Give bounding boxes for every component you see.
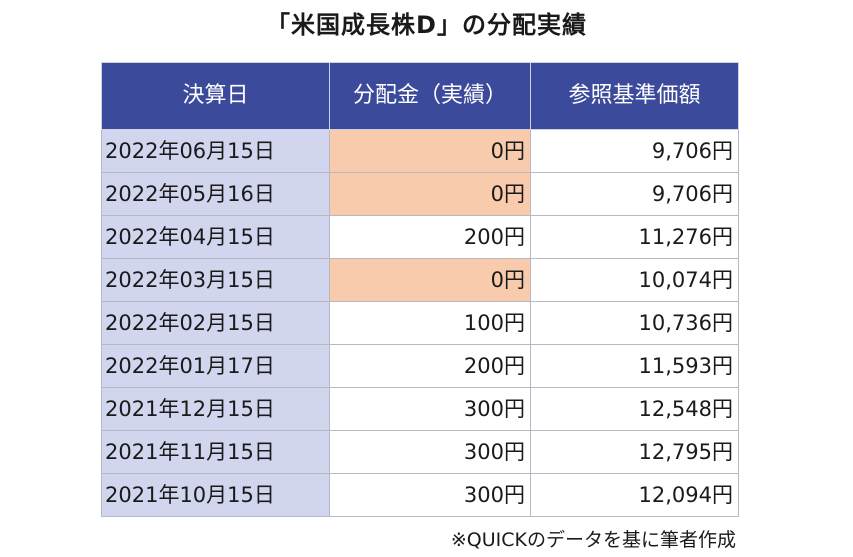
- reference-nav-cell: 12,795円: [530, 430, 739, 474]
- settlement-date-cell: 2022年03月15日: [101, 258, 330, 302]
- table-row: 2022年02月15日 100円 10,736円: [101, 301, 739, 345]
- reference-nav-cell: 12,094円: [530, 473, 739, 517]
- table-row: 2021年10月15日 300円 12,094円: [101, 473, 739, 517]
- reference-nav-cell: 11,593円: [530, 344, 739, 388]
- header-settlement-date: 決算日: [101, 62, 330, 130]
- settlement-date-cell: 2021年10月15日: [101, 473, 330, 517]
- settlement-date-cell: 2021年12月15日: [101, 387, 330, 431]
- settlement-date-cell: 2022年06月15日: [101, 129, 330, 173]
- distribution-cell: 0円: [329, 258, 531, 302]
- table-header-row: 決算日 分配金（実績） 参照基準価額: [101, 62, 739, 130]
- source-footnote: ※QUICKのデータを基に筆者作成: [450, 529, 736, 551]
- table-body: 2022年06月15日 0円 9,706円 2022年05月16日 0円 9,706円 20…: [101, 129, 739, 517]
- settlement-date-cell: 2021年11月15日: [101, 430, 330, 474]
- reference-nav-cell: 11,276円: [530, 215, 739, 259]
- reference-nav-cell: 9,706円: [530, 129, 739, 173]
- distribution-cell: 300円: [329, 430, 531, 474]
- reference-nav-cell: 10,074円: [530, 258, 739, 302]
- settlement-date-cell: 2022年05月16日: [101, 172, 330, 216]
- table-row: 2022年06月15日 0円 9,706円: [101, 129, 739, 173]
- table-row: 2022年03月15日 0円 10,074円: [101, 258, 739, 302]
- distribution-cell: 300円: [329, 387, 531, 431]
- reference-nav-cell: 10,736円: [530, 301, 739, 345]
- table-row: 2022年04月15日 200円 11,276円: [101, 215, 739, 259]
- distribution-cell: 0円: [329, 129, 531, 173]
- distribution-cell: 200円: [329, 344, 531, 388]
- distribution-table: 決算日 分配金（実績） 参照基準価額 2022年06月15日 0円 9,706円 20…: [101, 62, 739, 517]
- table-row: 2022年01月17日 200円 11,593円: [101, 344, 739, 388]
- header-reference-nav: 参照基準価額: [530, 62, 739, 130]
- header-distribution: 分配金（実績）: [329, 62, 531, 130]
- settlement-date-cell: 2022年04月15日: [101, 215, 330, 259]
- distribution-cell: 200円: [329, 215, 531, 259]
- settlement-date-cell: 2022年02月15日: [101, 301, 330, 345]
- distribution-cell: 0円: [329, 172, 531, 216]
- table-row: 2021年11月15日 300円 12,795円: [101, 430, 739, 474]
- distribution-cell: 300円: [329, 473, 531, 517]
- reference-nav-cell: 9,706円: [530, 172, 739, 216]
- reference-nav-cell: 12,548円: [530, 387, 739, 431]
- settlement-date-cell: 2022年01月17日: [101, 344, 330, 388]
- table-row: 2022年05月16日 0円 9,706円: [101, 172, 739, 216]
- table-row: 2021年12月15日 300円 12,548円: [101, 387, 739, 431]
- distribution-cell: 100円: [329, 301, 531, 345]
- page-title: 「米国成長株D」の分配実績: [266, 11, 587, 39]
